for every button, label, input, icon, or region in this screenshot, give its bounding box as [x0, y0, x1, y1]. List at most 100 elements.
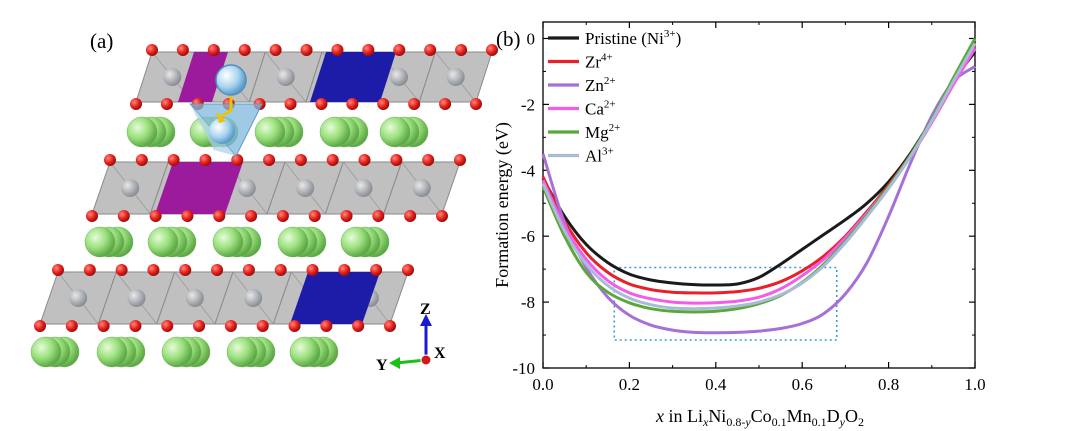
panel-a-label: (a) — [90, 29, 113, 53]
oxygen-atom — [455, 44, 468, 56]
oxygen-atom — [213, 210, 226, 222]
oxygen-atom — [276, 210, 289, 222]
x-axis-title-sub-d: y — [839, 415, 846, 429]
legend-label: Ca2+ — [585, 99, 616, 119]
oxygen-atom — [129, 320, 142, 332]
oxygen-atom — [224, 320, 237, 332]
tetrahedral-ion — [209, 118, 235, 144]
ni-atom — [446, 68, 465, 86]
ni-atom — [390, 68, 408, 86]
ni-atom — [121, 179, 140, 197]
oxygen-atom — [147, 264, 160, 276]
oxygen-atom — [263, 154, 276, 166]
y-axis-ticks: 0 -2 -4 -6 -8 -10 — [512, 29, 975, 378]
metal-oxide-layer — [34, 264, 414, 332]
oxygen-atom — [454, 154, 466, 166]
x-axis-title-sub-ni: 0.8- — [726, 415, 745, 429]
oxygen-atom — [346, 98, 359, 110]
oxygen-atom — [402, 264, 414, 276]
y-axis-title: Formation energy (eV) — [492, 122, 513, 288]
oxygen-atom — [34, 320, 46, 332]
x-axis-dot — [420, 354, 432, 366]
lithium-row — [30, 336, 339, 368]
dopant-octahedron-magenta — [178, 52, 228, 102]
oxygen-atom — [326, 154, 339, 166]
x-axis-title-mn: Mn — [787, 406, 812, 426]
oxygen-atom — [358, 154, 371, 166]
lithium-atom — [84, 226, 116, 258]
legend-label: Mg2+ — [585, 122, 620, 142]
oxygen-atom — [176, 44, 189, 56]
oxygen-atom — [211, 264, 224, 276]
oxygen-atom — [288, 320, 301, 332]
oxygen-atom — [149, 210, 162, 222]
metal-oxide-layer — [130, 44, 498, 110]
oxygen-atom — [181, 210, 194, 222]
z-axis-label: Z — [420, 301, 431, 318]
oxygen-atom — [83, 264, 96, 276]
legend-label-tail: ) — [676, 29, 682, 48]
oxygen-atom — [274, 264, 287, 276]
migration-arrow — [221, 96, 233, 118]
oxygen-atom — [117, 210, 130, 222]
oxygen-atom — [294, 154, 307, 166]
x-tick-label: 0.8 — [878, 375, 899, 394]
oxygen-atom — [65, 320, 78, 332]
oxygen-atom — [308, 210, 321, 222]
lithium-atom — [30, 336, 62, 368]
y-arrowhead — [389, 357, 400, 369]
oxygen-atom — [370, 264, 383, 276]
y-tick-label: -8 — [521, 293, 535, 312]
x-axis-title-sub-mn: 0.1 — [812, 415, 827, 429]
ni-atom — [185, 289, 204, 307]
ni-atom — [296, 179, 315, 197]
oxygen-atom — [338, 264, 351, 276]
oxygen-atom — [331, 44, 344, 56]
ni-atom — [412, 179, 431, 197]
ni-atom — [163, 68, 182, 86]
ni-atom — [354, 179, 373, 197]
lithium-atom — [212, 226, 244, 258]
ni-atom — [237, 179, 256, 197]
oxygen-atom — [306, 264, 319, 276]
z-arrowhead — [420, 314, 432, 326]
oxygen-atom — [362, 44, 375, 56]
x-tick-label: 0.4 — [705, 375, 727, 394]
lithium-atom — [96, 336, 128, 368]
legend-label-charge: 3+ — [664, 28, 676, 40]
lithium-atom — [147, 226, 179, 258]
oxygen-atom — [384, 320, 396, 332]
legend-label-base: Mg — [585, 123, 609, 142]
legend-label-base: Zn — [585, 76, 604, 95]
oxygen-atom — [372, 210, 385, 222]
oxygen-atom — [393, 44, 406, 56]
ni-atom — [276, 68, 295, 86]
x-axis-title-sub-o: 2 — [858, 415, 864, 429]
oxygen-atom — [193, 320, 206, 332]
lithium-atom — [277, 226, 309, 258]
x-axis-title: x in LixNi0.8-yCo0.1Mn0.1DyO2 — [655, 406, 864, 429]
legend-label: Zn2+ — [585, 75, 616, 95]
plot-frame — [542, 21, 976, 369]
oxygen-atom — [86, 210, 98, 222]
y-axis-label: Y — [376, 357, 388, 374]
x-axis-title-sub-co: 0.1 — [772, 415, 787, 429]
lithium-atom — [254, 116, 286, 148]
oxygen-atom — [161, 320, 174, 332]
ni-atom — [244, 289, 263, 307]
legend-label-charge: 4+ — [601, 52, 613, 64]
x-axis-title-d: D — [827, 406, 840, 426]
x-tick-label: 0.0 — [532, 375, 553, 394]
legend-label-base: Zr — [585, 53, 601, 72]
x-tick-label: 1.0 — [964, 375, 985, 394]
oxygen-atom — [352, 320, 365, 332]
x-axis-title-ni: Ni — [708, 406, 726, 426]
formation-energy-chart: (b) 0 -2 -4 -6 -8 -10 0.0 0.2 0.4 0.6 0.8 1.0 Pris… — [492, 21, 986, 429]
y-tick-label: -6 — [521, 227, 535, 246]
lithium-atom — [226, 336, 258, 368]
y-tick-label: -4 — [521, 161, 536, 180]
x-axis-title-in-li: in Li — [664, 406, 703, 426]
oxygen-atom — [52, 264, 64, 276]
oxygen-atom — [439, 98, 452, 110]
oxygen-atom — [422, 154, 435, 166]
